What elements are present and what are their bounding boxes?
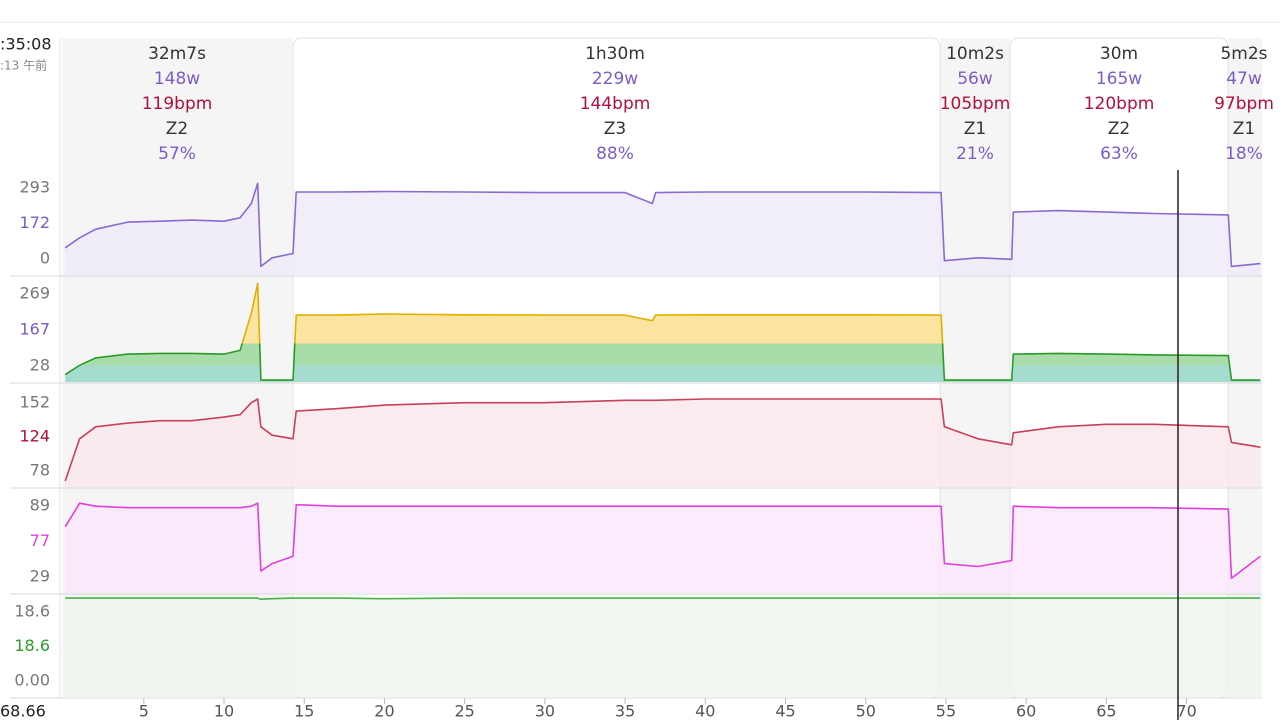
segment-hr: 119bpm — [142, 94, 213, 114]
x-tick-label: 45 — [775, 702, 795, 720]
data-line — [64, 398, 1261, 482]
area-fill — [65, 598, 1261, 697]
time-sub: :13 午前 — [0, 58, 47, 73]
x-tick-label: 55 — [936, 702, 956, 720]
min-label: 28 — [30, 356, 50, 375]
segment-power: 148w — [154, 69, 200, 89]
segment-percent: 63% — [1100, 144, 1138, 164]
min-label: 0 — [40, 249, 50, 268]
area-fill — [65, 183, 1261, 275]
segment-hr: 97bpm — [1214, 94, 1274, 114]
segment-hr: 120bpm — [1084, 94, 1155, 114]
segment-zone: Z1 — [1233, 119, 1255, 139]
segment-duration: 32m7s — [148, 44, 206, 64]
segment-zone: Z1 — [964, 119, 986, 139]
segment-duration: 10m2s — [946, 44, 1004, 64]
segment-duration: 1h30m — [585, 44, 645, 64]
time: :35:08 — [0, 35, 52, 54]
max-label: 269 — [19, 284, 50, 303]
avg-label: 172 — [19, 213, 50, 232]
segment-percent: 57% — [158, 144, 196, 164]
max-label: 89 — [30, 496, 50, 515]
segment-zone: Z2 — [1108, 119, 1130, 139]
data-line — [64, 282, 1261, 381]
x-tick-label: 20 — [374, 702, 394, 720]
x-tick-label: 50 — [856, 702, 876, 720]
x-tick-label: 5 — [139, 702, 149, 720]
avg-label: 124 — [19, 427, 50, 446]
max-label: 152 — [19, 393, 50, 412]
max-label: 293 — [19, 178, 50, 197]
min-label: 29 — [30, 567, 50, 586]
x-tick-label: 15 — [294, 702, 314, 720]
data-line — [64, 182, 1261, 268]
avg-label: 77 — [30, 531, 50, 550]
segment-percent: 21% — [956, 144, 994, 164]
x-tick-label: 70 — [1176, 702, 1196, 720]
segment-zone: Z2 — [166, 119, 188, 139]
segment-percent: 88% — [596, 144, 634, 164]
segment-power: 56w — [957, 69, 993, 89]
max-label: 18.6 — [14, 602, 50, 621]
x-tick-label: 65 — [1096, 702, 1116, 720]
x-tick-label: 25 — [454, 702, 474, 720]
data-line — [65, 597, 1261, 600]
avg-label: 167 — [19, 320, 50, 339]
area-fill — [65, 283, 1261, 382]
x-tick-label: 30 — [535, 702, 555, 720]
x-tick-label: 10 — [214, 702, 234, 720]
segment-power: 229w — [592, 69, 638, 89]
x-tick-label: 60 — [1016, 702, 1036, 720]
data-line — [64, 502, 1261, 580]
segment-hr: 144bpm — [580, 94, 651, 114]
min-label: 0.00 — [14, 671, 50, 690]
segment-duration: 30m — [1100, 44, 1138, 64]
min-label: 78 — [30, 461, 50, 480]
area-fill — [65, 503, 1261, 593]
avg-label: 18.6 — [14, 636, 50, 655]
segment-hr: 105bpm — [940, 94, 1011, 114]
distance: 68.66 — [0, 702, 46, 720]
x-tick-label: 35 — [615, 702, 635, 720]
segment-power: 165w — [1096, 69, 1142, 89]
segment-percent: 18% — [1225, 144, 1263, 164]
segment-zone: Z3 — [604, 119, 626, 139]
segment-duration: 5m2s — [1220, 44, 1267, 64]
area-fill — [65, 399, 1261, 487]
segment-power: 47w — [1226, 69, 1262, 89]
x-tick-label: 40 — [695, 702, 715, 720]
